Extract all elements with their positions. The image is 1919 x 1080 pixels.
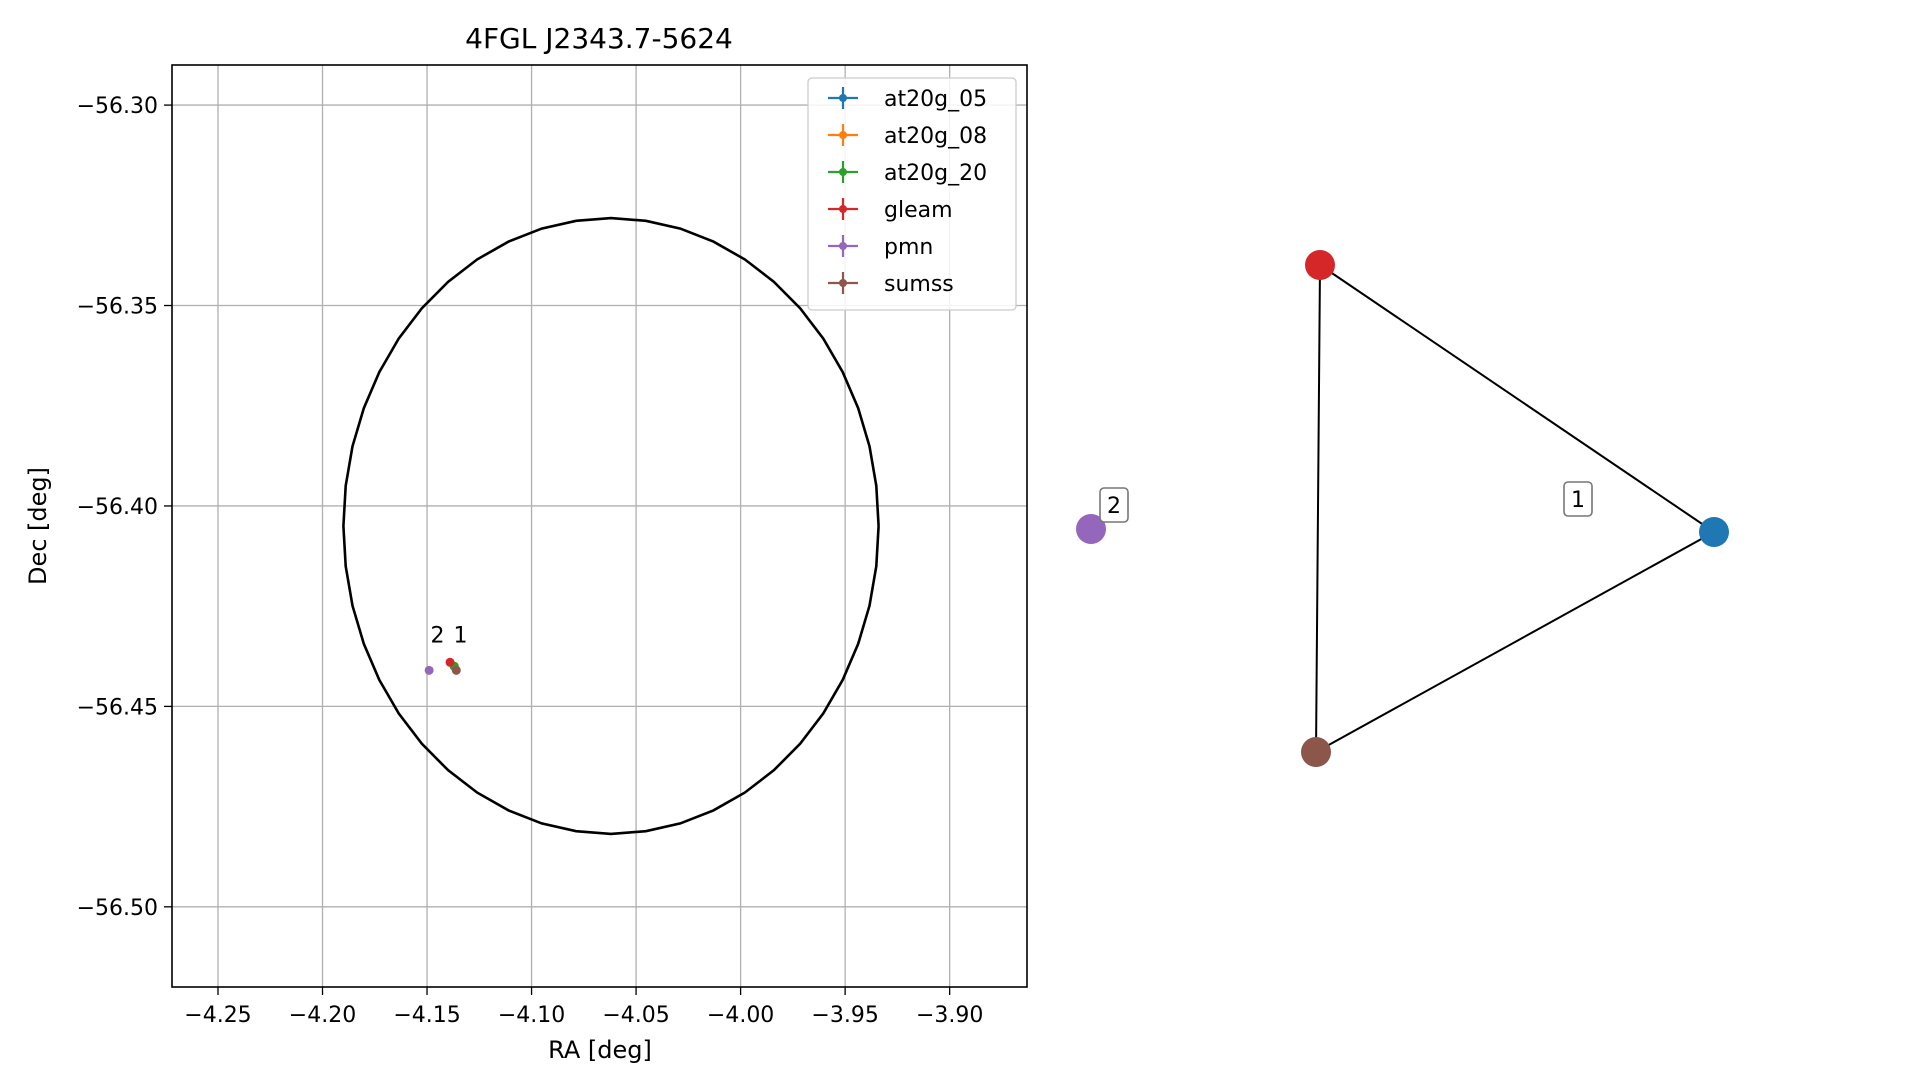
x-ticks: −4.25 −4.20 −4.15 −4.10 −4.05 −4.00 −3.95 −3.90 xyxy=(184,987,983,1028)
network-label-text: 2 xyxy=(1107,494,1121,519)
legend-label: gleam xyxy=(884,198,953,223)
x-axis-label: RA [deg] xyxy=(548,1036,652,1064)
x-tick-label: −4.05 xyxy=(602,1003,669,1028)
y-tick-label: −56.35 xyxy=(77,295,158,320)
legend-frame xyxy=(807,77,1017,311)
network-node-gleam xyxy=(1305,250,1335,280)
x-tick-label: −4.00 xyxy=(707,1003,774,1028)
network-nodes xyxy=(1076,250,1729,767)
legend-marker-dot xyxy=(839,205,847,213)
x-tick-label: −4.20 xyxy=(289,1003,356,1028)
legend-label: sumss xyxy=(884,272,954,297)
network-node-sumss xyxy=(1301,737,1331,767)
legend-marker-dot xyxy=(839,242,847,250)
network-label-box xyxy=(1563,481,1593,517)
legend-marker-dot xyxy=(839,279,847,287)
legend-label: at20g_05 xyxy=(884,87,987,112)
y-ticks: −56.30 −56.35 −56.40 −56.45 −56.50 xyxy=(77,94,172,921)
point-annotation: 2 xyxy=(430,623,444,648)
error-ellipse-layer xyxy=(342,216,880,836)
network-group-labels: 12 xyxy=(1099,481,1593,523)
axes-frame xyxy=(171,64,1028,988)
grid-lines xyxy=(172,65,1027,987)
y-tick-label: −56.40 xyxy=(77,495,158,520)
network-edge xyxy=(1319,264,1715,533)
point-annotation: 1 xyxy=(453,623,467,648)
legend-label: at20g_08 xyxy=(884,124,987,149)
error-ellipse xyxy=(342,216,880,836)
legend-marker-dot xyxy=(839,131,847,139)
point-gleam xyxy=(445,657,455,667)
y-tick-label: −56.30 xyxy=(77,94,158,119)
network-edge xyxy=(1315,264,1321,753)
legend-label: at20g_20 xyxy=(884,161,987,186)
legend-label: pmn xyxy=(884,235,933,260)
x-tick-label: −3.90 xyxy=(916,1003,983,1028)
x-tick-label: −4.15 xyxy=(393,1003,460,1028)
legend-marker-dot xyxy=(839,168,847,176)
point-pmn xyxy=(424,665,434,675)
network-label-text: 1 xyxy=(1571,488,1585,513)
x-tick-label: −3.95 xyxy=(811,1003,878,1028)
y-tick-label: −56.50 xyxy=(77,896,158,921)
x-tick-label: −4.10 xyxy=(498,1003,565,1028)
data-points xyxy=(424,657,461,675)
y-tick-label: −56.45 xyxy=(77,695,158,720)
network-edge xyxy=(1315,531,1715,753)
network-graph: 12 xyxy=(1076,250,1729,767)
network-node-at20g_05 xyxy=(1699,517,1729,547)
x-tick-label: −4.25 xyxy=(184,1003,251,1028)
network-label-box xyxy=(1099,487,1129,523)
plot-title: 4FGL J2343.7-5624 xyxy=(465,22,733,55)
y-axis-label: Dec [deg] xyxy=(24,467,52,585)
legend-marker-dot xyxy=(839,94,847,102)
point-sumss xyxy=(451,665,461,675)
network-node-pmn xyxy=(1076,514,1106,544)
network-edges xyxy=(1315,264,1715,753)
